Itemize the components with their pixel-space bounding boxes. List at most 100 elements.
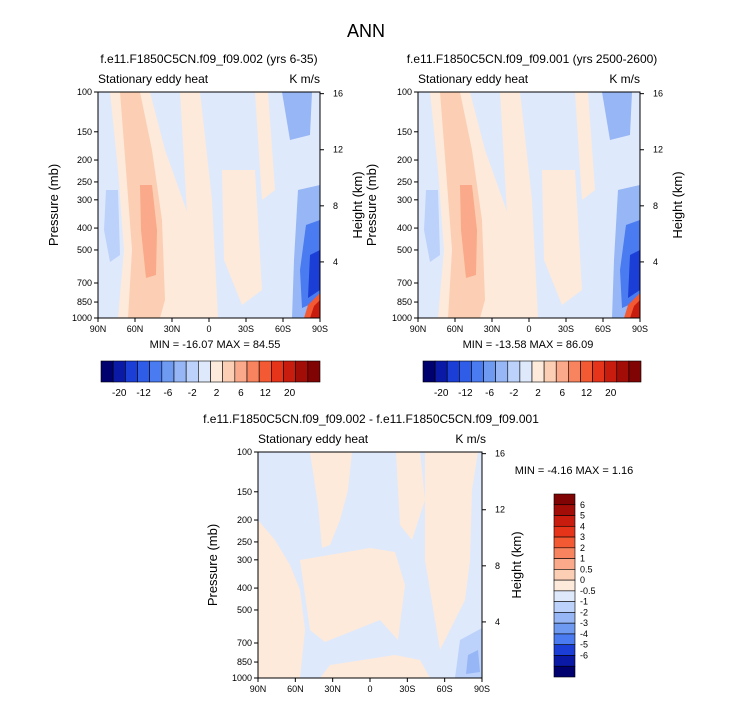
- colorbar-swatch: [553, 612, 576, 624]
- panel-2-warm-stripe-a: [500, 92, 538, 318]
- panel-3-contours: [258, 452, 482, 678]
- colorbar-label: 6: [238, 388, 244, 399]
- colorbar-swatch: [531, 360, 545, 383]
- y-tick-label: 1000: [232, 673, 252, 683]
- y-tick-label: 200: [397, 155, 412, 165]
- colorbar-swatch: [307, 360, 321, 383]
- y-tick-label: 300: [397, 195, 412, 205]
- panel-1-stats: MIN = -16.07 MAX = 84.55: [150, 339, 281, 351]
- panel-1-warm-max: [140, 185, 157, 278]
- colorbar-label: -2: [580, 607, 588, 617]
- panel-1-warm-stripe-c: [255, 92, 275, 200]
- x-tick-label: 90N: [250, 684, 267, 694]
- panel-2-z-ticks: 4 8 12 16: [640, 89, 663, 267]
- colorbar-swatch: [149, 360, 163, 383]
- colorbar-swatch: [553, 569, 576, 581]
- z-tick-label: 16: [333, 89, 343, 99]
- panel-2-hot-corner-core: [630, 300, 640, 318]
- colorbar-label: 6: [580, 500, 585, 510]
- colorbar-label: -2: [509, 388, 518, 399]
- panel-3-y-ticks: 100 150 200 250 300 400 500 700 850 1000: [232, 447, 258, 683]
- colorbar-label: 12: [581, 388, 593, 399]
- colorbar-swatch: [553, 601, 576, 613]
- y-tick-label: 500: [237, 605, 252, 615]
- colorbar-swatch: [553, 644, 576, 656]
- y-tick-label: 400: [397, 223, 412, 233]
- panel-2-cool-core-right: [628, 250, 640, 298]
- panel-2-cool-upper-right: [602, 92, 632, 140]
- colorbar-swatch: [628, 360, 642, 383]
- colorbar-swatch: [125, 360, 138, 383]
- y-tick-label: 150: [397, 127, 412, 137]
- y-tick-label: 850: [397, 297, 412, 307]
- y-tick-label: 300: [237, 555, 252, 565]
- colorbar-label: -12: [458, 388, 473, 399]
- y-tick-label: 1000: [72, 313, 92, 323]
- panel-2-warm-stripe-b: [542, 170, 582, 305]
- colorbar-swatch: [185, 360, 199, 383]
- panel-2: f.e11.F1850C5CN.f09_f09.001 (yrs 2500-26…: [364, 52, 685, 351]
- panel-1-z-ticks: 4 8 12 16: [320, 89, 343, 267]
- panel-1-y-ticks: 100 150 200 250 300 400 500 700 850 1000: [72, 87, 98, 323]
- panel-2-y2-label: Height (km): [670, 171, 685, 238]
- panel-1-contours: [98, 92, 320, 318]
- panel-2-cool-left: [424, 190, 440, 262]
- colorbar-label: 2: [580, 543, 585, 553]
- y-tick-label: 200: [237, 515, 252, 525]
- colorbar-swatch: [422, 360, 436, 383]
- panel-2-units: K m/s: [609, 72, 640, 86]
- colorbar-swatch: [553, 525, 576, 538]
- colorbar-label: -4: [580, 629, 588, 639]
- z-tick-label: 12: [495, 505, 505, 515]
- panel-3-y2-label: Height (km): [509, 531, 524, 598]
- x-tick-label: 90S: [632, 324, 648, 334]
- y-tick-label: 850: [237, 657, 252, 667]
- z-tick-label: 4: [653, 257, 658, 267]
- colorbar-label: 12: [260, 388, 272, 399]
- panel-3: f.e11.F1850C5CN.f09_f09.002 - f.e11.F185…: [203, 412, 633, 694]
- colorbar-swatch: [258, 360, 272, 383]
- x-tick-label: 60N: [127, 324, 144, 334]
- colorbar-label: -1: [580, 597, 588, 607]
- x-tick-label: 30N: [324, 684, 341, 694]
- y-tick-label: 700: [397, 278, 412, 288]
- z-tick-label: 12: [333, 145, 343, 155]
- colorbar-panel-1: -20 -12 -6 -2 2 6 12 20: [100, 360, 321, 399]
- colorbar-swatch: [471, 360, 484, 383]
- colorbar-label: -2: [188, 388, 197, 399]
- x-tick-label: 60S: [275, 324, 291, 334]
- y-tick-label: 100: [77, 87, 92, 97]
- panel-3-title: f.e11.F1850C5CN.f09_f09.002 - f.e11.F185…: [203, 412, 539, 426]
- colorbar-label: 4: [580, 521, 585, 531]
- panel-1-warm-stripe-a: [180, 92, 218, 318]
- x-tick-label: 30N: [484, 324, 501, 334]
- x-tick-label: 0: [367, 684, 372, 694]
- colorbar-swatch: [553, 590, 576, 602]
- panel-3-cool-right-spot: [466, 650, 480, 674]
- y-tick-label: 500: [77, 245, 92, 255]
- colorbar-swatch: [295, 360, 309, 383]
- x-tick-label: 90S: [474, 684, 490, 694]
- panel-1-left-label: Stationary eddy heat: [98, 72, 209, 86]
- colorbar-swatch: [210, 360, 223, 383]
- z-tick-label: 16: [653, 89, 663, 99]
- z-tick-label: 12: [653, 145, 663, 155]
- x-tick-label: 30S: [238, 324, 254, 334]
- y-tick-label: 400: [237, 583, 252, 593]
- colorbar-swatch: [173, 360, 187, 383]
- colorbar-swatch: [483, 360, 496, 383]
- y-tick-label: 200: [77, 155, 92, 165]
- x-tick-label: 0: [206, 324, 211, 334]
- colorbar-swatch: [555, 360, 569, 383]
- panel-1: f.e11.F1850C5CN.f09_f09.002 (yrs 6-35) S…: [46, 52, 365, 351]
- colorbar-panel-2: -20 -12 -6 -2 2 6 12 20: [422, 360, 642, 399]
- colorbar-swatch: [553, 547, 576, 559]
- colorbar-swatch: [553, 558, 576, 570]
- panel-3-units: K m/s: [455, 432, 486, 446]
- colorbar-swatch: [553, 633, 576, 646]
- y-tick-label: 150: [77, 127, 92, 137]
- x-tick-label: 60N: [287, 684, 304, 694]
- y-tick-label: 500: [397, 245, 412, 255]
- z-tick-label: 4: [495, 617, 500, 627]
